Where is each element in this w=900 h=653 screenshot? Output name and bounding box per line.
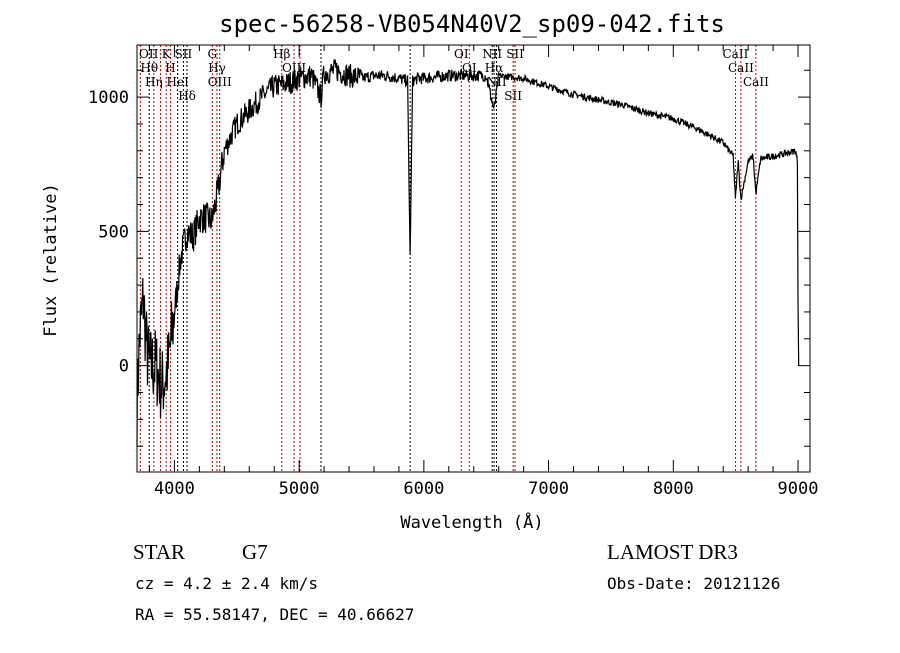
line-label: SII <box>504 89 522 103</box>
x-tick-label: 8000 <box>653 479 694 499</box>
line-label: OIII <box>282 61 306 75</box>
line-label: CaII <box>743 75 769 89</box>
spectrum-line <box>136 59 800 447</box>
redshift-cz: cz = 4.2 ± 2.4 km/s <box>135 574 318 593</box>
y-tick-label: 0 <box>119 357 129 377</box>
x-tick-label: 7000 <box>528 479 569 499</box>
object-subclass: G7 <box>242 540 268 564</box>
line-label: Hα <box>485 61 504 75</box>
line-label: Hθ <box>140 61 158 75</box>
coordinates: RA = 55.58147, DEC = 40.66627 <box>135 605 414 624</box>
obs-date: Obs-Date: 20121126 <box>607 574 780 593</box>
line-label: Hη <box>145 75 163 89</box>
spectral-lines <box>139 45 757 472</box>
x-axis-label: Wavelength (Å) <box>400 511 543 533</box>
line-label: CaII <box>723 47 749 61</box>
y-tick-label: 1000 <box>88 88 129 108</box>
spectral-line-labels: OIIHθHηKHHeISIIHδGHγOIIIHβOIIIOIOINIIHαN… <box>139 47 769 103</box>
line-label: HeI <box>167 75 190 89</box>
x-tick-label: 9000 <box>778 479 819 499</box>
y-tick-label: 500 <box>98 222 129 242</box>
y-axis-label: Flux (relative) <box>41 183 61 337</box>
line-label: Hδ <box>178 89 196 103</box>
x-tick-label: 6000 <box>403 479 444 499</box>
line-label: OIII <box>208 75 232 89</box>
line-label: Hγ <box>208 61 226 75</box>
line-label: CaII <box>728 61 754 75</box>
line-label: OII <box>139 47 159 61</box>
line-label: SII <box>175 47 193 61</box>
plot-frame <box>136 44 811 473</box>
line-label: K <box>162 47 172 61</box>
line-label: G <box>208 47 218 61</box>
line-label: OI <box>462 61 477 75</box>
axis-ticks: 4000 5000 6000 7000 8000 9000 0 500 1000 <box>88 45 819 499</box>
x-tick-label: 4000 <box>154 479 195 499</box>
survey-name: LAMOST DR3 <box>607 540 738 564</box>
line-label: SII <box>506 47 524 61</box>
chart-title: spec-56258-VB054N40V2_sp09-042.fits <box>219 10 725 38</box>
line-label: H <box>165 61 175 75</box>
object-class: STAR <box>133 540 185 564</box>
line-label: OI <box>454 47 469 61</box>
line-label: NII <box>482 47 502 61</box>
line-label: NII <box>487 75 507 89</box>
x-tick-label: 5000 <box>279 479 320 499</box>
line-label: Hβ <box>273 47 290 61</box>
